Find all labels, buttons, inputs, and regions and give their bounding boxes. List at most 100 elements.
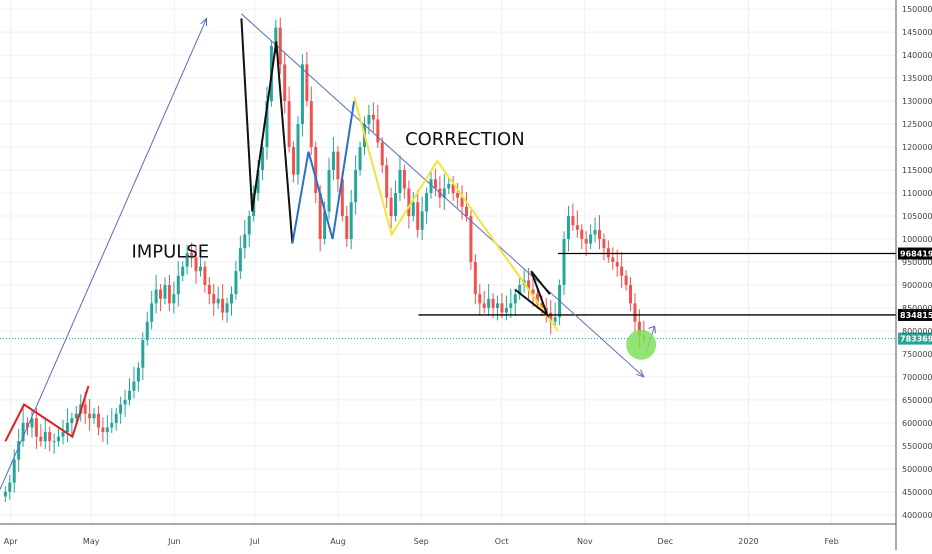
yellow-zigzag-line [353, 96, 559, 332]
candle-body [57, 436, 61, 442]
y-tick-label: 650000 [902, 396, 932, 405]
candle-body [624, 275, 628, 285]
candle-body [540, 303, 544, 308]
candle-body [584, 239, 588, 244]
candle-body [469, 216, 473, 262]
x-tick-label: Nov [577, 537, 593, 546]
price-tag-label: 834815 [900, 311, 932, 320]
candle-body [380, 142, 384, 166]
x-tick-label: Feb [825, 537, 839, 546]
wave-layer [0, 13, 657, 490]
candle-body [442, 188, 446, 198]
y-tick-label: 950000 [902, 258, 932, 267]
y-tick-label: 1500000 [902, 5, 932, 14]
candle-body [238, 248, 242, 272]
candle-body [207, 284, 211, 295]
label-layer: IMPULSE CORRECTION [131, 129, 524, 263]
price-tag [898, 332, 932, 345]
candle-body [8, 482, 12, 492]
candle-body [181, 266, 185, 276]
candle-body [278, 27, 282, 65]
candle-body [411, 202, 415, 217]
impulse-label: IMPULSE [131, 241, 209, 262]
candle-body [105, 427, 109, 433]
price-tag-label: 968419 [900, 250, 932, 259]
correction-arrow-head [636, 369, 645, 378]
candle-body [367, 114, 371, 125]
candle-body [633, 303, 637, 322]
candle-body [464, 206, 468, 217]
candle-body [216, 298, 220, 304]
candle-body [389, 197, 393, 217]
candle-body [416, 202, 420, 230]
candle-body [309, 101, 313, 148]
candle-body [349, 202, 353, 240]
impulse-arrow-head [200, 17, 208, 27]
candle-body [637, 321, 641, 336]
candle-body [593, 229, 597, 235]
candle-body [518, 284, 522, 295]
candle-body [119, 404, 123, 414]
candle-body [101, 427, 105, 433]
candle-body [615, 262, 619, 267]
candle-body [402, 170, 406, 189]
candle-body [163, 284, 167, 299]
y-tick-label: 500000 [902, 465, 932, 474]
candle-body [3, 491, 7, 497]
candle-body [234, 271, 238, 295]
candle-body [123, 399, 127, 405]
follow-up-arrow-head [648, 325, 657, 334]
candle-body [597, 229, 601, 240]
x-tick-label: Aug [330, 537, 346, 546]
candle-body [620, 266, 624, 276]
y-tick-label: 750000 [902, 350, 932, 359]
price-tag-label: 783369 [900, 335, 932, 344]
candle-body [52, 441, 56, 443]
x-tick-label: Apr [4, 537, 19, 546]
candle-body [336, 151, 340, 180]
candle-body [487, 298, 491, 308]
black-wedge-line [514, 270, 551, 318]
price-tag [898, 308, 932, 321]
y-tick-label: 1100000 [902, 189, 932, 198]
candle-body [535, 294, 539, 304]
candle-body [145, 321, 149, 341]
levels-layer: 968419 834815 783369 [0, 247, 932, 345]
candle-body [225, 303, 229, 313]
black-zigzag-line [240, 18, 294, 244]
candle-body [358, 147, 362, 171]
candle-body [176, 275, 180, 295]
candle-body [566, 216, 570, 240]
candle-body [26, 422, 30, 428]
x-tick-label: Oct [495, 537, 509, 546]
candle-layer [3, 17, 646, 502]
candle-body [513, 294, 517, 304]
candle-body [456, 193, 460, 198]
candle-body [185, 252, 189, 267]
candle-body [92, 413, 96, 419]
y-tick-label: 1200000 [902, 143, 932, 152]
y-tick-label: 1050000 [902, 212, 932, 221]
candle-body [549, 312, 553, 322]
x-tick-label: Jun [167, 537, 181, 546]
candle-body [229, 294, 233, 304]
candle-body [407, 188, 411, 217]
y-tick-label: 1300000 [902, 97, 932, 106]
candle-body [65, 422, 69, 433]
y-tick-label: 1450000 [902, 28, 932, 37]
candle-body [21, 422, 25, 442]
candle-body [198, 266, 202, 272]
x-tick-label: Jul [249, 537, 260, 546]
y-tick-label: 850000 [902, 304, 932, 313]
candle-body [509, 303, 513, 308]
candle-body [274, 27, 278, 46]
candle-body [159, 289, 163, 299]
y-tick-label: 1150000 [902, 166, 932, 175]
candle-body [340, 179, 344, 217]
y-tick-label: 700000 [902, 373, 932, 382]
y-tick-label: 900000 [902, 281, 932, 290]
candle-body [589, 234, 593, 244]
candle-body [323, 211, 327, 240]
